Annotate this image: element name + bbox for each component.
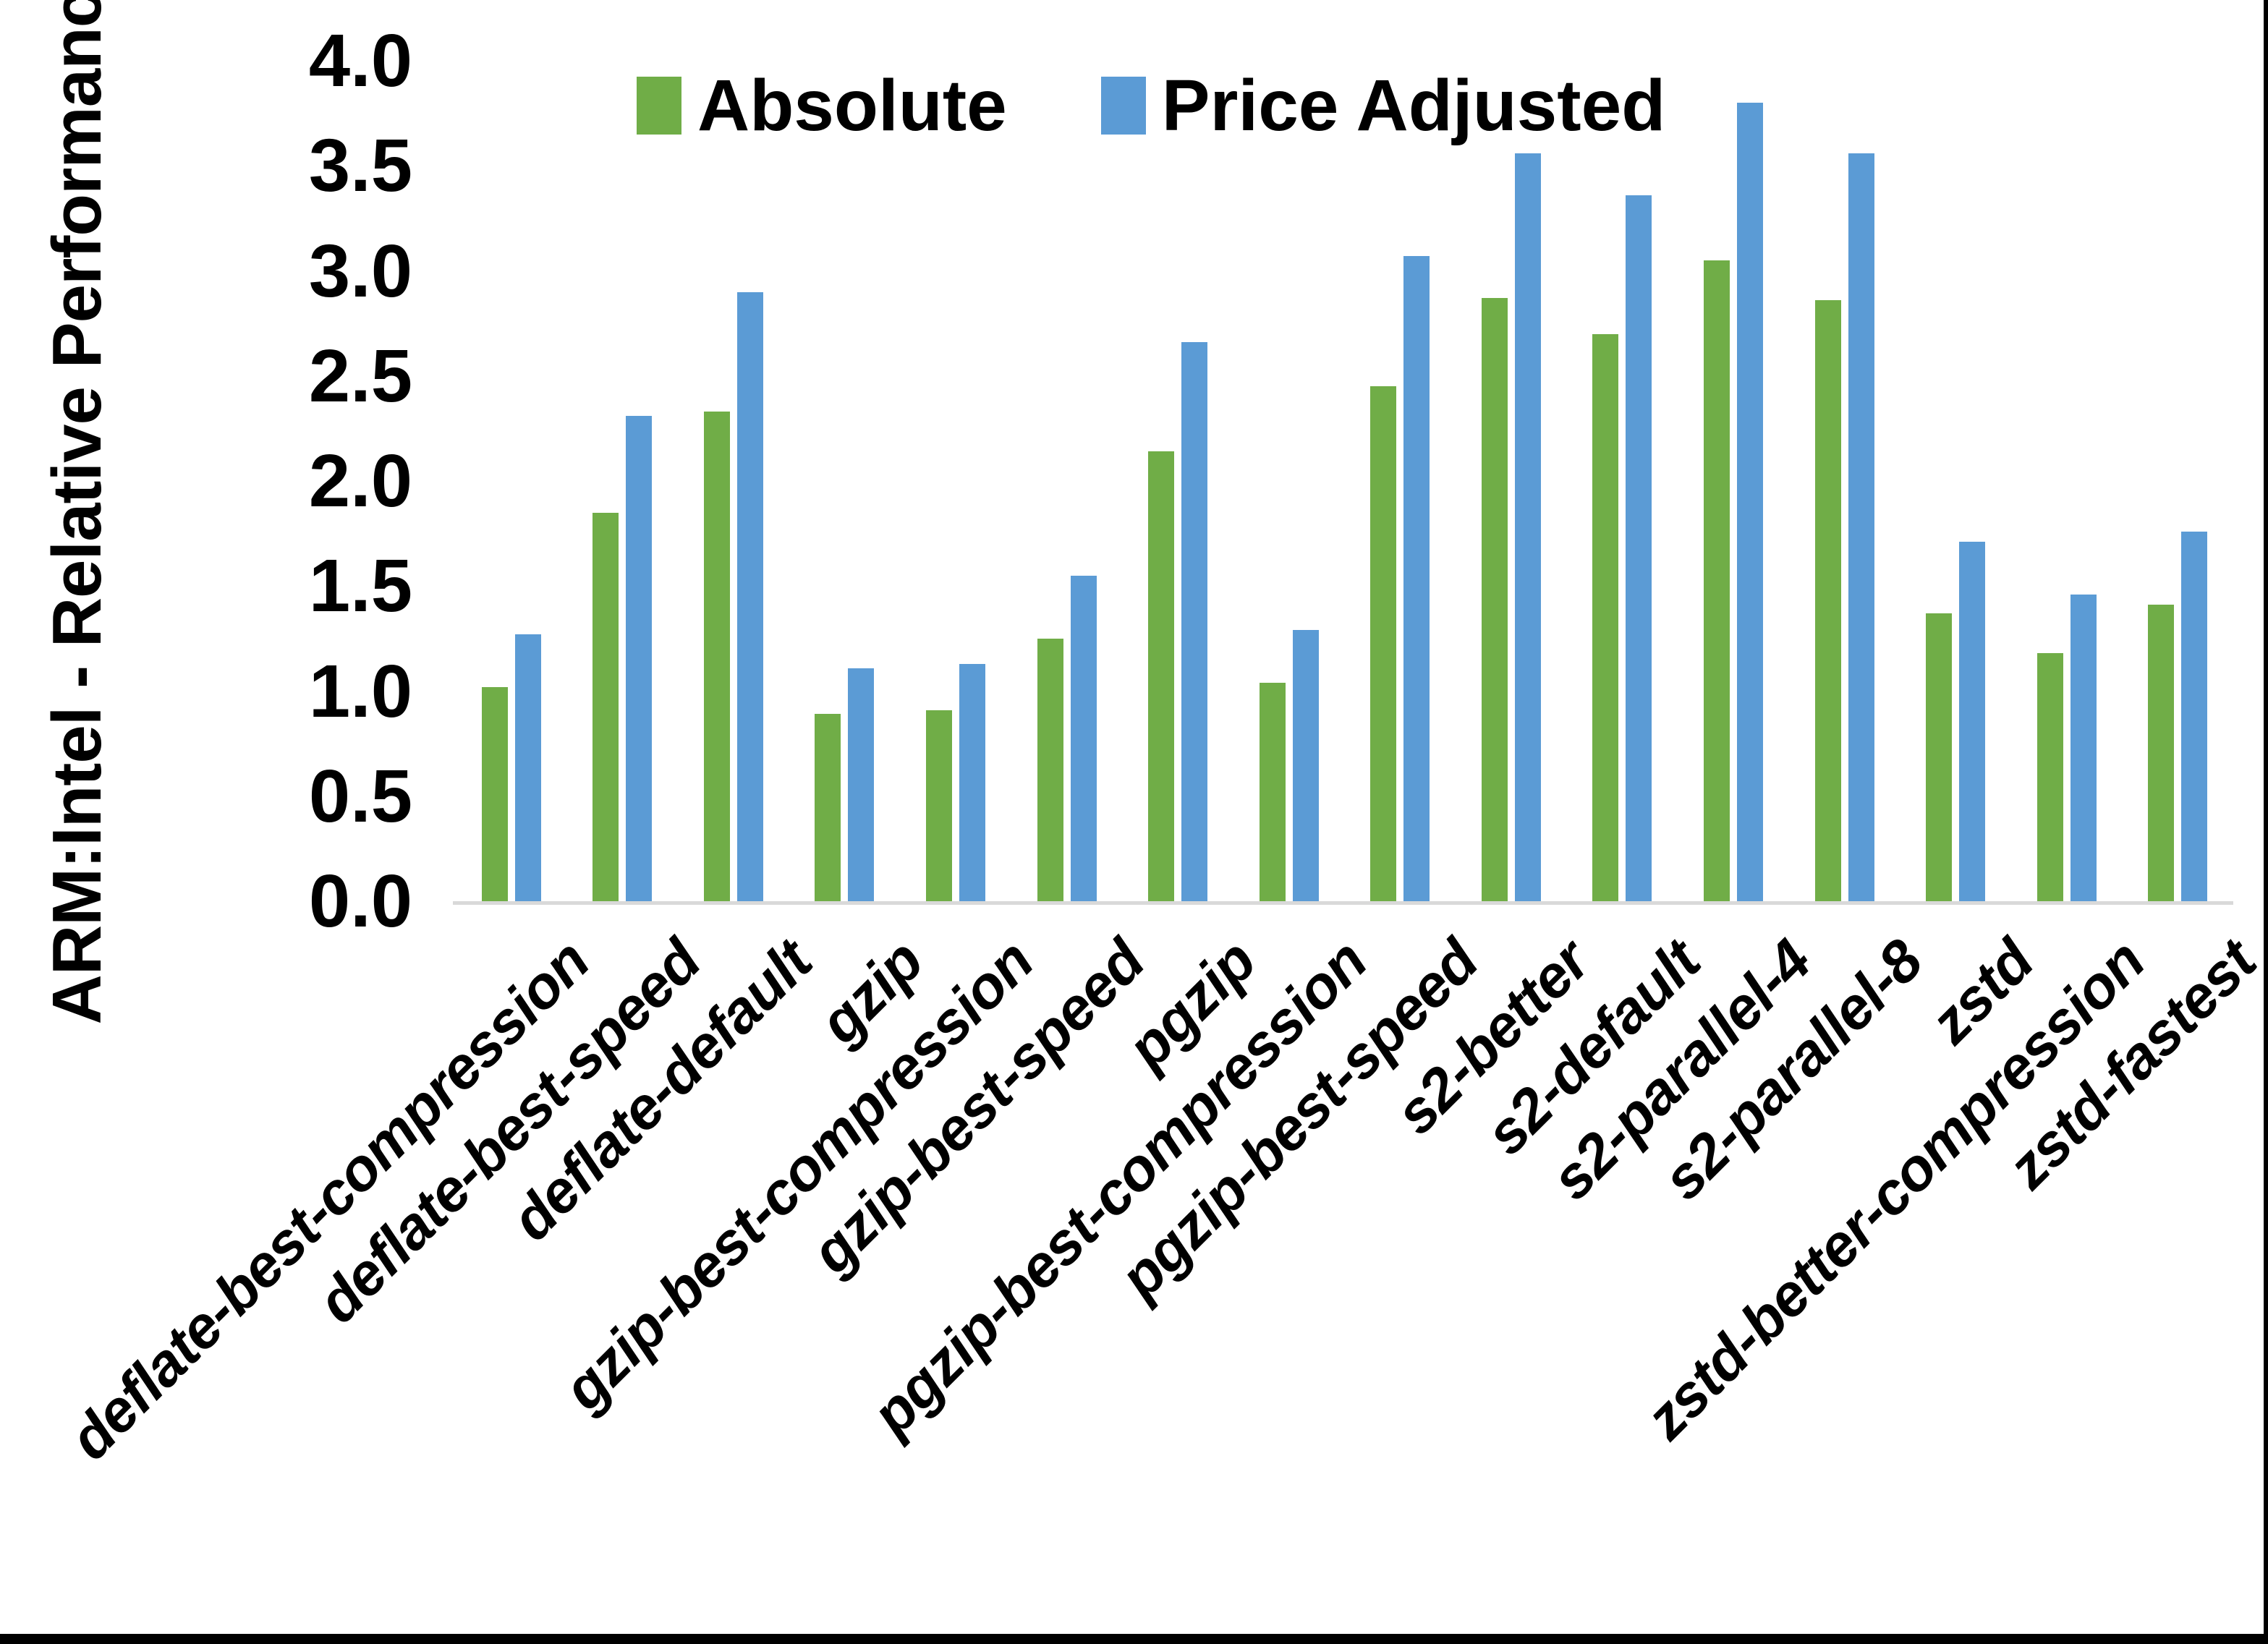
bar-absolute-deflate-best-speed [593, 513, 619, 901]
bar-price-adjusted-zstd-fastest [2181, 532, 2208, 901]
bar-price-adjusted-deflate-default [736, 292, 763, 901]
y-tick-label: 1.0 [308, 649, 412, 733]
y-tick-label: 2.0 [308, 439, 412, 522]
y-axis-title: ARM:Intel - Relative Performance [38, 0, 116, 1025]
bar-absolute-s2-parallel-4 [1703, 260, 1730, 901]
y-tick-label: 0.5 [308, 754, 412, 838]
legend: Absolute Price Adjusted [637, 69, 1665, 142]
bar-price-adjusted-s2-parallel-8 [1848, 153, 1874, 901]
screenshot-right-border [2264, 0, 2268, 1644]
bar-absolute-s2-parallel-8 [1814, 300, 1841, 901]
bar-absolute-gzip-best-speed [1037, 639, 1063, 901]
bar-absolute-zstd [1926, 613, 1953, 901]
legend-item-absolute: Absolute [637, 69, 1007, 142]
y-tick-label: 3.0 [308, 229, 412, 312]
bar-price-adjusted-gzip [848, 668, 875, 901]
bar-absolute-zstd-better-compression [2036, 653, 2063, 901]
y-tick-label: 1.5 [308, 544, 412, 628]
bar-absolute-s2-better [1481, 298, 1508, 901]
bar-price-adjusted-deflate-best-compression [514, 634, 541, 901]
bar-price-adjusted-s2-default [1626, 195, 1652, 901]
y-tick-label: 3.5 [308, 124, 412, 208]
legend-label-price-adjusted: Price Adjusted [1161, 65, 1666, 146]
bar-price-adjusted-s2-parallel-4 [1736, 103, 1763, 901]
x-axis-line [453, 901, 2233, 905]
bar-price-adjusted-pgzip-best-compression [1292, 630, 1319, 901]
screenshot-bottom-border [0, 1634, 2268, 1644]
legend-swatch-price-adjusted-icon [1100, 77, 1146, 135]
legend-swatch-absolute-icon [637, 77, 681, 135]
y-tick-label: 0.0 [308, 859, 412, 942]
legend-label-absolute: Absolute [697, 65, 1007, 146]
plot-area [453, 61, 2233, 905]
bar-absolute-s2-default [1592, 334, 1619, 901]
bar-absolute-gzip-best-compression [926, 710, 953, 901]
bar-absolute-pgzip-best-compression [1259, 683, 1286, 901]
legend-item-price-adjusted: Price Adjusted [1100, 65, 1666, 146]
bar-price-adjusted-gzip-best-compression [959, 664, 986, 901]
bar-absolute-deflate-default [703, 412, 730, 901]
y-tick-label: 2.5 [308, 333, 412, 417]
bar-price-adjusted-pgzip [1181, 342, 1208, 901]
bar-price-adjusted-s2-better [1514, 153, 1541, 901]
bar-price-adjusted-zstd [1959, 542, 1986, 901]
bar-price-adjusted-pgzip-best-speed [1403, 256, 1430, 901]
bar-absolute-pgzip [1148, 451, 1175, 901]
bar-price-adjusted-zstd-better-compression [2070, 595, 2097, 901]
bar-absolute-deflate-best-compression [481, 687, 508, 901]
bar-price-adjusted-deflate-best-speed [626, 416, 653, 901]
bar-price-adjusted-gzip-best-speed [1070, 576, 1097, 901]
y-tick-label: 4.0 [308, 19, 412, 102]
bar-absolute-pgzip-best-speed [1370, 386, 1397, 901]
bar-absolute-gzip [815, 714, 841, 901]
bar-absolute-zstd-fastest [2148, 605, 2175, 901]
